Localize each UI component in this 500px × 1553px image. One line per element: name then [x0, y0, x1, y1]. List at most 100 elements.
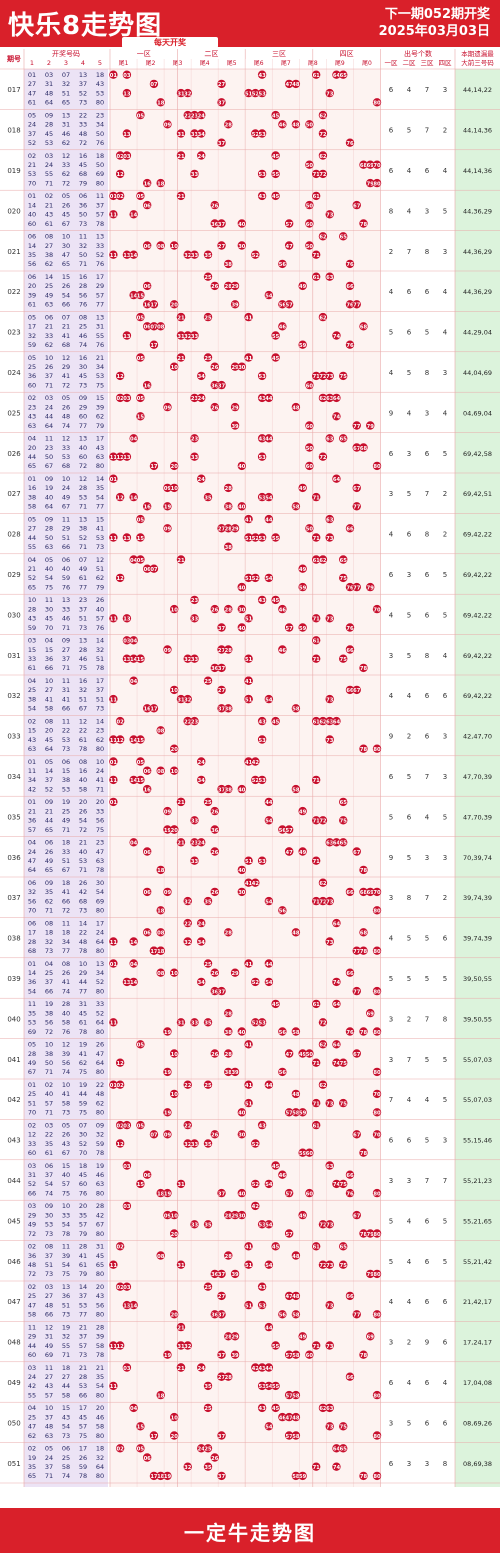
draw-number: 43 — [45, 1382, 53, 1390]
draw-number: 71 — [45, 1109, 53, 1117]
drawn-ball-number: 33 — [191, 172, 199, 178]
zone-count: 3 — [443, 86, 447, 94]
draw-number: 29 — [28, 1211, 36, 1219]
drawn-ball-number: 30 — [238, 1213, 246, 1219]
drawn-ball-number: 67 — [353, 203, 361, 209]
draw-number: 12 — [28, 1131, 36, 1139]
drawn-ball-number: 17 — [150, 949, 158, 955]
drawn-ball — [257, 371, 267, 381]
drawn-ball-number: 26 — [211, 971, 219, 977]
zone-count: 5 — [389, 329, 393, 337]
draw-number: 41 — [79, 1050, 87, 1058]
drawn-ball-number: 64 — [333, 921, 341, 927]
draw-number: 11 — [45, 435, 53, 443]
drawn-ball — [129, 210, 138, 219]
zone-count: 6 — [425, 1379, 430, 1387]
drawn-ball — [109, 250, 118, 259]
drawn-ball-number: 07 — [150, 1133, 158, 1139]
zone-count: 5 — [407, 490, 411, 498]
draw-number: 62 — [45, 260, 53, 268]
drawn-ball-number: 09 — [164, 648, 172, 654]
drawn-ball — [298, 340, 307, 349]
draw-number: 30 — [62, 242, 70, 250]
draw-number: 10 — [62, 1202, 70, 1210]
drawn-ball-number: 12 — [117, 738, 125, 744]
draw-number: 28 — [28, 1050, 36, 1058]
draw-number: 38 — [62, 776, 70, 784]
drawn-ball-number: 42 — [252, 1204, 260, 1210]
drawn-ball — [149, 322, 159, 331]
draw-number: 70 — [45, 624, 53, 632]
drawn-ball-number: 70 — [373, 890, 381, 896]
draw-number: 52 — [45, 785, 53, 793]
draw-number: 75 — [96, 826, 104, 834]
draw-number: 07 — [79, 1121, 87, 1129]
drawn-ball — [217, 685, 226, 695]
draw-number: 44 — [62, 1382, 70, 1390]
draw-number: 23 — [28, 403, 36, 411]
zone-count: 7 — [407, 1056, 411, 1064]
drawn-ball — [311, 654, 321, 663]
drawn-ball — [257, 169, 267, 179]
filter-numbers: 39,74,39 — [463, 894, 492, 902]
drawn-ball-number: 34 — [198, 940, 206, 946]
draw-number: 28 — [79, 1373, 87, 1381]
drawn-ball-number: 21 — [177, 1325, 185, 1331]
drawn-ball — [109, 757, 118, 766]
draw-number: 10 — [62, 1081, 70, 1089]
drawn-ball — [366, 160, 375, 169]
drawn-ball — [197, 838, 206, 847]
draw-number: 37 — [45, 1252, 53, 1260]
drawn-ball-number: 56 — [279, 1313, 287, 1319]
drawn-ball-number: 75 — [340, 1182, 348, 1188]
issue-number: 046 — [7, 1258, 21, 1266]
drawn-ball-number: 13 — [123, 253, 131, 259]
drawn-ball-number: 28 — [225, 607, 233, 613]
draw-number: 75 — [79, 1432, 87, 1440]
drawn-ball-number: 11 — [110, 1263, 118, 1269]
drawn-ball-number: 11 — [110, 697, 118, 703]
draw-number: 65 — [28, 583, 36, 591]
drawn-ball — [318, 393, 328, 403]
draw-number: 80 — [96, 179, 104, 187]
drawn-ball — [318, 716, 328, 726]
drawn-ball-number: 63 — [326, 275, 334, 281]
drawn-ball — [176, 555, 186, 564]
draw-number: 48 — [45, 1423, 53, 1431]
drawn-ball-number: 26 — [211, 365, 219, 371]
drawn-ball — [311, 716, 321, 726]
draw-number: 25 — [28, 1090, 36, 1098]
draw-number: 06 — [28, 919, 36, 927]
drawn-ball — [305, 421, 314, 430]
drawn-ball — [325, 393, 334, 403]
draw-number: 12 — [45, 1323, 53, 1331]
draw-number: 30 — [79, 363, 87, 371]
draw-number: 41 — [62, 978, 70, 986]
drawn-ball — [190, 434, 199, 443]
drawn-ball-number: 73 — [326, 91, 334, 97]
drawn-ball-number: 26 — [211, 284, 219, 290]
draw-number: 18 — [45, 929, 53, 937]
draw-number: 76 — [96, 139, 104, 147]
drawn-ball-number: 52 — [252, 980, 260, 986]
drawn-ball — [251, 573, 260, 583]
drawn-ball-number: 25 — [204, 1406, 212, 1412]
draw-number: 44 — [79, 978, 87, 986]
drawn-ball-number: 78 — [360, 747, 368, 753]
drawn-ball-number: 62 — [319, 235, 327, 241]
draw-number: 66 — [45, 987, 53, 995]
draw-number: 51 — [96, 655, 104, 663]
drawn-ball — [170, 362, 179, 371]
drawn-ball — [298, 564, 307, 573]
draw-number: 51 — [62, 534, 70, 542]
draw-number: 11 — [28, 1323, 36, 1331]
drawn-ball — [170, 766, 179, 775]
draw-number: 10 — [45, 1041, 53, 1049]
drawn-ball-number: 44 — [265, 962, 273, 968]
drawn-ball — [190, 654, 199, 663]
draw-number: 78 — [96, 866, 104, 874]
drawn-ball-number: 05 — [137, 315, 145, 321]
drawn-ball-number: 12 — [117, 374, 125, 380]
draw-number: 71 — [45, 907, 53, 915]
draw-number: 24 — [45, 161, 53, 169]
